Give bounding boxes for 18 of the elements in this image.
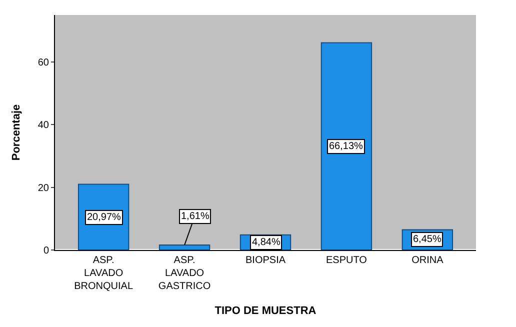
x-tick-label: ESPUTO bbox=[326, 255, 368, 266]
x-tick-label: BIOPSIA bbox=[245, 255, 286, 266]
y-tick-label: 20 bbox=[38, 182, 50, 194]
data-label: 6,45% bbox=[413, 234, 442, 245]
bar bbox=[320, 42, 372, 250]
x-tick-label: ASP. LAVADO BRONQUIAL bbox=[74, 255, 134, 292]
x-axis-title: TIPO DE MUESTRA bbox=[214, 305, 316, 318]
y-tick-label: 60 bbox=[38, 58, 50, 68]
x-tick-label: ASP. LAVADO GASTRICO bbox=[158, 255, 211, 292]
y-tick-label: 0 bbox=[43, 246, 50, 256]
y-tick-label: 40 bbox=[38, 120, 50, 132]
y-axis-title: Porcentaje bbox=[10, 104, 23, 161]
data-label: 20,97% bbox=[87, 212, 122, 223]
bar bbox=[158, 244, 210, 250]
data-label: 66,13% bbox=[329, 141, 364, 152]
data-label: 4,84% bbox=[252, 237, 280, 248]
data-label: 1,61% bbox=[181, 211, 210, 222]
x-tick-label: ORINA bbox=[412, 255, 444, 266]
